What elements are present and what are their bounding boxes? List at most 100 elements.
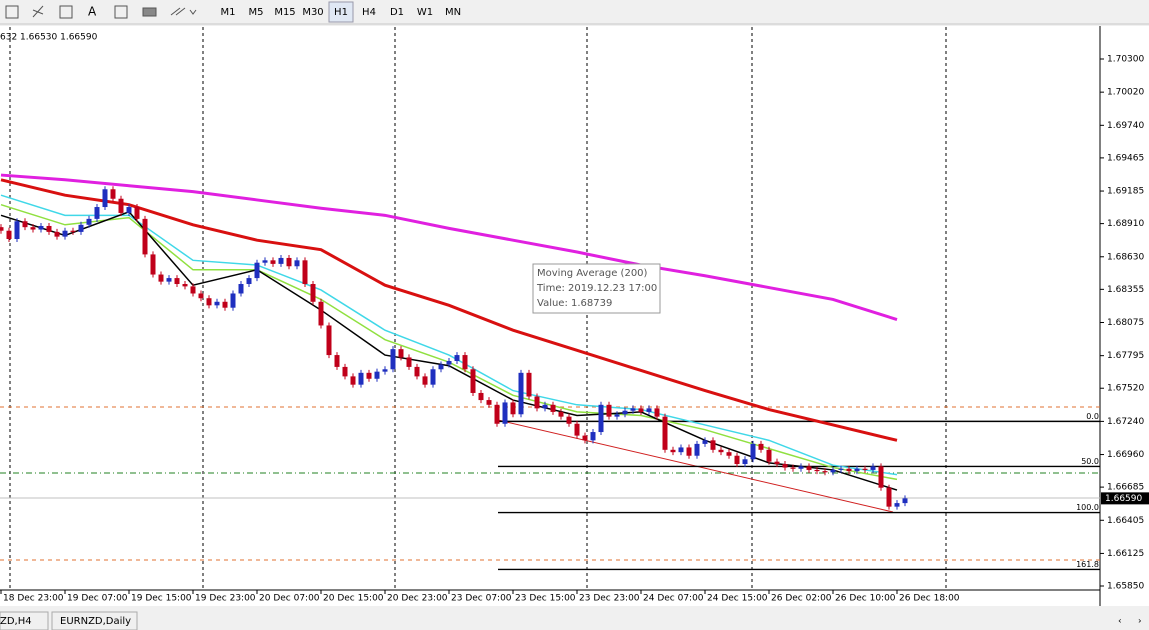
candle xyxy=(670,449,676,453)
candle xyxy=(214,301,220,306)
period-button[interactable]: M5 xyxy=(249,7,264,18)
moving-average xyxy=(0,178,898,442)
price-label: 1.65850 xyxy=(1107,582,1144,592)
candle xyxy=(446,360,452,365)
candle xyxy=(686,447,692,456)
candle xyxy=(454,355,460,361)
time-label: 23 Dec 23:00 xyxy=(579,594,640,604)
candle xyxy=(222,301,228,308)
tab-bar xyxy=(0,612,1149,630)
period-button[interactable]: M1 xyxy=(221,7,236,18)
tab[interactable] xyxy=(51,611,138,630)
candle xyxy=(0,227,4,231)
time-label: 24 Dec 15:00 xyxy=(707,594,768,604)
period-button[interactable]: MN xyxy=(445,7,461,18)
current-price: 1.66590 xyxy=(1105,494,1142,504)
time-label: 20 Dec 15:00 xyxy=(323,594,384,604)
candle xyxy=(774,461,780,465)
candle xyxy=(38,225,44,230)
candle xyxy=(718,449,724,453)
tool-icon[interactable] xyxy=(5,5,19,19)
candle xyxy=(286,257,292,267)
candle xyxy=(318,301,324,326)
tooltip-box xyxy=(532,263,661,314)
candle xyxy=(630,408,636,411)
time-label: 23 Dec 15:00 xyxy=(515,594,576,604)
candle xyxy=(606,404,612,417)
scroll-right[interactable]: › xyxy=(1138,617,1142,627)
candle xyxy=(262,260,268,263)
price-label: 1.66125 xyxy=(1107,549,1144,559)
tool-icon[interactable] xyxy=(170,7,197,16)
price-label: 1.66405 xyxy=(1107,516,1144,526)
period-button[interactable]: H1 xyxy=(334,7,348,18)
candle xyxy=(750,443,756,460)
candle xyxy=(734,455,740,465)
tab-label[interactable]: EURNZD,Daily xyxy=(60,616,131,627)
candle xyxy=(822,471,828,473)
candle xyxy=(366,372,372,379)
tooltip-line: Moving Average (200) xyxy=(537,268,648,279)
candle xyxy=(598,404,604,433)
tab-label[interactable]: ZD,H4 xyxy=(0,616,32,627)
candle xyxy=(886,487,892,507)
candle xyxy=(534,396,540,409)
period-button[interactable]: D1 xyxy=(390,7,404,18)
candle xyxy=(6,230,12,240)
candle xyxy=(278,257,284,264)
price-label: 1.66685 xyxy=(1107,483,1144,493)
candle xyxy=(742,459,748,465)
candle xyxy=(190,286,196,294)
tab[interactable] xyxy=(0,611,49,630)
tool-icon[interactable] xyxy=(59,5,73,19)
candle xyxy=(462,355,468,370)
tool-icon[interactable] xyxy=(32,5,44,18)
fib-label: 161.8 xyxy=(1076,560,1099,569)
candle xyxy=(254,262,260,279)
tool-icon[interactable]: A xyxy=(88,5,97,19)
candle xyxy=(902,498,908,504)
period-button-active[interactable] xyxy=(328,1,354,23)
candle xyxy=(646,408,652,412)
candle xyxy=(30,227,36,230)
candle xyxy=(662,416,668,450)
candle xyxy=(334,355,340,367)
candle xyxy=(510,402,516,415)
candle xyxy=(574,423,580,436)
price-label: 1.67795 xyxy=(1107,351,1144,361)
candle xyxy=(158,274,164,282)
candle xyxy=(590,432,596,441)
tool-icon[interactable] xyxy=(142,7,157,17)
moving-average xyxy=(0,173,898,321)
candle xyxy=(230,293,236,308)
period-button[interactable]: W1 xyxy=(417,7,433,18)
period-button[interactable]: M15 xyxy=(274,7,295,18)
tool-icon[interactable] xyxy=(114,5,128,19)
candle xyxy=(310,284,316,302)
candle xyxy=(142,218,148,255)
candle xyxy=(206,298,212,306)
scroll-left[interactable]: ‹ xyxy=(1118,617,1122,627)
fib-label: 100.0 xyxy=(1076,503,1099,512)
candle xyxy=(326,325,332,356)
candle xyxy=(150,254,156,275)
candle xyxy=(830,469,836,473)
candle xyxy=(766,449,772,462)
candle xyxy=(862,468,868,470)
price-label: 1.68910 xyxy=(1107,219,1144,229)
candle xyxy=(238,284,244,294)
candle xyxy=(382,369,388,372)
candle xyxy=(518,372,524,415)
time-label: 26 Dec 02:00 xyxy=(771,594,832,604)
price-label: 1.69185 xyxy=(1107,187,1144,197)
candle xyxy=(422,376,428,385)
period-button[interactable]: H4 xyxy=(362,7,376,18)
price-label: 1.68630 xyxy=(1107,252,1144,262)
candle xyxy=(86,218,92,225)
candle xyxy=(838,468,844,470)
candle xyxy=(846,468,852,472)
candle xyxy=(638,408,644,412)
time-label: 26 Dec 18:00 xyxy=(899,594,960,604)
time-label: 19 Dec 15:00 xyxy=(131,594,192,604)
period-button[interactable]: M30 xyxy=(302,7,323,18)
